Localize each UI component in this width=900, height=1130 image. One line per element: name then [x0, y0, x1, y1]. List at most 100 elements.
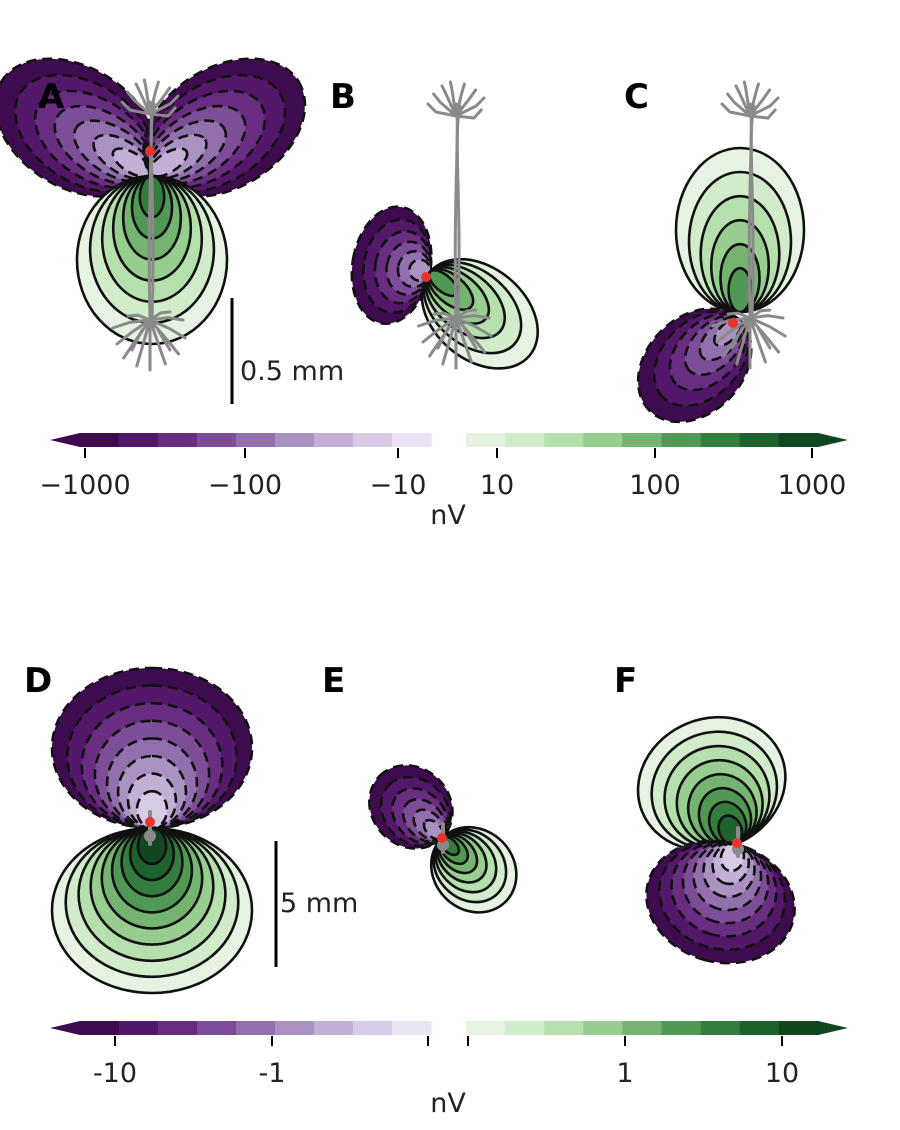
colorbar-swatch	[544, 1021, 584, 1035]
colorbar-swatch	[700, 433, 741, 447]
soma	[144, 830, 156, 842]
colorbar-bottom	[50, 1021, 848, 1035]
tuft-branch	[748, 82, 760, 118]
dipole-marker	[145, 817, 155, 827]
dipole-marker	[437, 833, 447, 843]
colorbar-swatch	[700, 1021, 741, 1035]
colorbar-swatch	[739, 1021, 780, 1035]
cbar-bottom-tick-label: 10	[765, 1058, 799, 1089]
colorbar-swatch	[622, 1021, 663, 1035]
tuft-branch	[148, 106, 177, 118]
colorbar-top	[50, 433, 848, 447]
basal-branch	[748, 316, 781, 354]
basal-branch	[454, 316, 487, 354]
colorbar-swatch	[778, 433, 819, 447]
cbar-bottom-tick-label: -10	[93, 1058, 137, 1089]
neuron-morphologies	[111, 78, 787, 858]
panel-d-negative-lobe	[50, 666, 254, 830]
tuft-branch	[120, 100, 152, 116]
cbar-top-tick-label: 10	[480, 470, 514, 501]
panel-d-positive-lobe	[50, 826, 254, 995]
basal-branch	[730, 326, 744, 350]
colorbar-extend-arrow	[50, 1021, 80, 1035]
basal-branch	[454, 314, 491, 320]
apical-dendrite	[149, 102, 156, 322]
tuft-branch	[432, 92, 458, 118]
cbar-top-tick-label: −100	[208, 470, 282, 501]
colorbar-bottom-ticks: -10 -1 1 10 nV	[93, 1036, 799, 1119]
basal-branch	[432, 311, 458, 320]
basal-branch	[748, 314, 785, 320]
colorbar-swatch	[275, 1021, 315, 1035]
colorbar-extend-arrow	[818, 1021, 848, 1035]
tuft-branch	[748, 88, 772, 118]
basal-branch	[715, 316, 752, 344]
basal-branch	[148, 316, 185, 322]
panel-a-negative-lobe-right	[142, 57, 307, 198]
basal-branch	[417, 316, 458, 328]
tuft-branch	[426, 102, 458, 118]
panel-label-c: C	[624, 77, 649, 117]
colorbar-swatch	[392, 1021, 432, 1035]
colorbar-extend-arrow	[50, 433, 80, 447]
tuft-branch	[726, 92, 752, 118]
colorbar-swatch	[353, 1021, 393, 1035]
apical-dendrite	[455, 104, 462, 320]
cbar-top-tick-label: −10	[370, 470, 427, 501]
colorbar-swatch	[466, 433, 506, 447]
panel-c-positive-lobe	[674, 146, 806, 314]
tuft-branch	[142, 78, 152, 116]
contour-plots	[0, 57, 806, 995]
colorbar-swatch	[661, 1021, 702, 1035]
colorbar-swatch	[236, 1021, 276, 1035]
colorbar-extend-arrow	[818, 433, 848, 447]
colorbar-swatch	[778, 1021, 819, 1035]
tuft-branch	[440, 84, 458, 118]
basal-branch	[454, 308, 478, 320]
colorbar-swatch	[197, 1021, 237, 1035]
panel-b-negative-lobe	[350, 205, 433, 325]
tuft-branch	[748, 108, 777, 120]
colorbar-swatch	[275, 433, 315, 447]
colorbar-swatch	[80, 433, 120, 447]
colorbar-swatch	[314, 433, 354, 447]
basal-branch	[115, 318, 152, 346]
colorbar-bottom-unit: nV	[430, 1088, 466, 1119]
tuft-branch	[448, 80, 458, 118]
dipole-marker	[421, 272, 431, 282]
cbar-bottom-tick-label: 1	[616, 1058, 633, 1089]
colorbar-swatch	[739, 433, 780, 447]
tuft-branch	[126, 90, 152, 116]
panel-e-positive-lobe	[429, 825, 518, 914]
tuft-branch	[454, 96, 486, 118]
soma-markers	[145, 146, 742, 848]
colorbar-swatch	[236, 433, 276, 447]
tuft-branch	[720, 102, 752, 118]
dipole-marker	[145, 146, 155, 156]
panel-e-negative-lobe	[368, 764, 454, 850]
colorbar-swatch	[583, 1021, 623, 1035]
basal-branch	[436, 326, 450, 350]
basal-branch	[748, 316, 787, 338]
colorbar-swatch	[661, 433, 702, 447]
basal-branch	[441, 316, 458, 366]
panel-f-negative-lobe	[645, 839, 796, 965]
colorbar-swatch	[505, 1021, 545, 1035]
colorbar-swatch	[622, 433, 663, 447]
cbar-top-tick-label: 100	[629, 470, 681, 501]
basal-branch	[748, 316, 767, 364]
basal-branch	[748, 308, 772, 320]
cbar-top-tick-label: 1000	[778, 470, 847, 501]
tuft-branch	[148, 80, 160, 116]
panel-label-e: E	[322, 661, 345, 701]
basal-branch	[421, 316, 458, 344]
colorbar-swatch	[544, 433, 584, 447]
basal-branch	[756, 326, 772, 350]
tuft-branch	[454, 82, 466, 118]
scalebar-bottom-label: 5 mm	[280, 888, 358, 919]
tuft-branch	[454, 88, 478, 118]
basal-branch	[156, 328, 172, 352]
tuft-branch	[734, 84, 752, 118]
colorbar-swatch	[505, 433, 545, 447]
